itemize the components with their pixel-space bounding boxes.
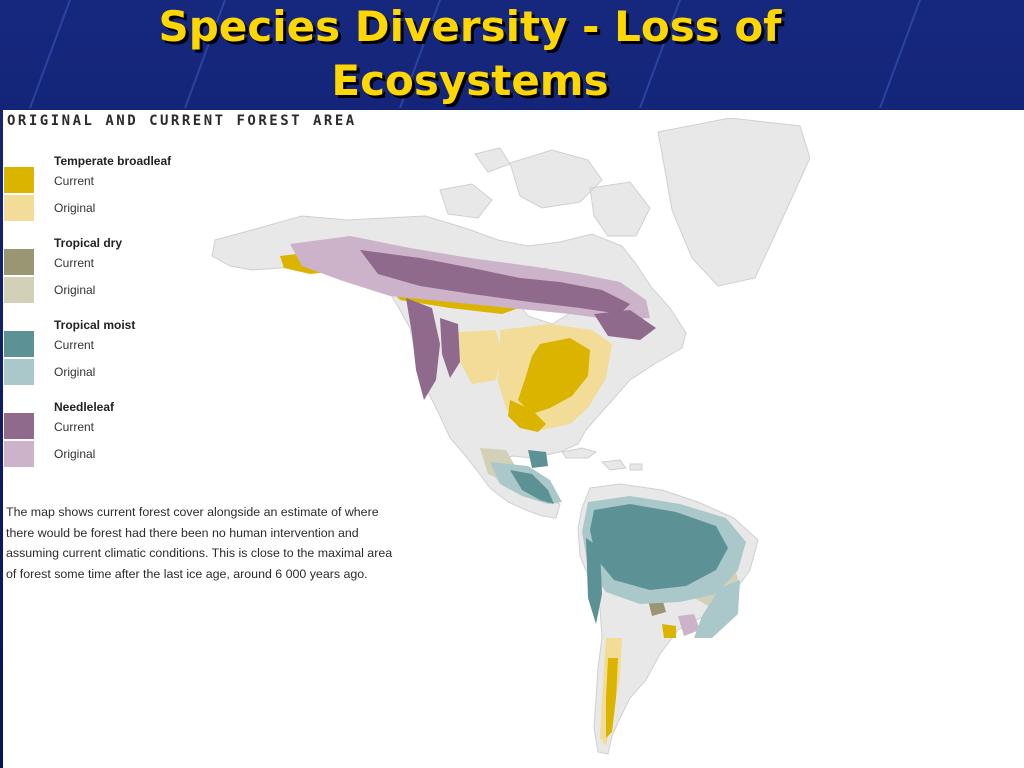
- central-america-moist-current: [510, 470, 554, 504]
- appalachian-needleleaf-current: [594, 310, 656, 340]
- greenland: [657, 118, 810, 287]
- chile-broadleaf-current: [606, 658, 618, 738]
- legend-swatch-current: [4, 331, 34, 357]
- pacific-northwest-needleleaf-current: [406, 298, 440, 400]
- legend-swatch-current: [4, 413, 34, 439]
- eastern-us-broadleaf-current: [518, 338, 590, 414]
- andes-moist-current: [586, 538, 602, 624]
- legend-group-temperate-broadleaf: Temperate broadleaf Current Original: [3, 154, 203, 236]
- legend-swatch-original: [4, 441, 34, 467]
- map-description: The map shows current forest cover along…: [6, 505, 393, 581]
- legend-title: Tropical dry: [54, 236, 123, 250]
- legend-label-original: Original: [54, 365, 96, 379]
- legend-swatch-current: [4, 167, 34, 193]
- land-masses: [211, 118, 810, 755]
- legend-swatch-original: [4, 277, 34, 303]
- rockies-needleleaf-current: [440, 318, 460, 378]
- yucatan-moist-current: [528, 450, 548, 468]
- forest-current-tropical-moist: [510, 450, 728, 624]
- legend-title: Tropical moist: [54, 318, 136, 332]
- legend-label-original: Original: [54, 447, 96, 461]
- legend-label-current: Current: [54, 256, 95, 270]
- legend-group-needleleaf: Needleleaf Current Original: [3, 400, 203, 482]
- central-us-broadleaf-original: [458, 330, 502, 384]
- legend-group-tropical-moist: Tropical moist Current Original: [3, 318, 203, 400]
- title-line-1: Species Diversity - Loss of: [158, 2, 782, 51]
- legend-swatch-current: [4, 249, 34, 275]
- brazil-south-broadleaf-current: [662, 624, 676, 638]
- legend-label-current: Current: [54, 420, 95, 434]
- forest-current-needleleaf: [360, 250, 656, 400]
- slide-title: Species Diversity - Loss of Ecosystems: [0, 0, 940, 108]
- title-line-2: Ecosystems: [331, 56, 609, 105]
- legend-label-original: Original: [54, 283, 96, 297]
- arctic-islands: [439, 147, 651, 237]
- americas-forest-map: [211, 118, 810, 755]
- map-panel: ORIGINAL AND CURRENT FOREST AREA Tempera…: [3, 110, 1024, 768]
- amazon-moist-current: [590, 504, 728, 590]
- atlantic-forest-moist-original: [694, 580, 740, 638]
- legend-title: Temperate broadleaf: [54, 154, 172, 168]
- legend-label-original: Original: [54, 201, 96, 215]
- legend-swatch-original: [4, 195, 34, 221]
- legend-label-current: Current: [54, 338, 95, 352]
- legend-title: Needleleaf: [54, 400, 115, 414]
- caribbean-islands: [561, 447, 643, 471]
- boreal-needleleaf-current: [360, 250, 630, 314]
- legend-group-tropical-dry: Tropical dry Current Original: [3, 236, 203, 318]
- legend-label-current: Current: [54, 174, 95, 188]
- araucaria-needleleaf-original: [678, 614, 700, 636]
- map-heading: ORIGINAL AND CURRENT FOREST AREA: [7, 113, 357, 129]
- legend-swatch-original: [4, 359, 34, 385]
- map-legend: Temperate broadleaf Current Original Tro…: [3, 154, 203, 482]
- southeast-us-broadleaf-current: [508, 400, 546, 432]
